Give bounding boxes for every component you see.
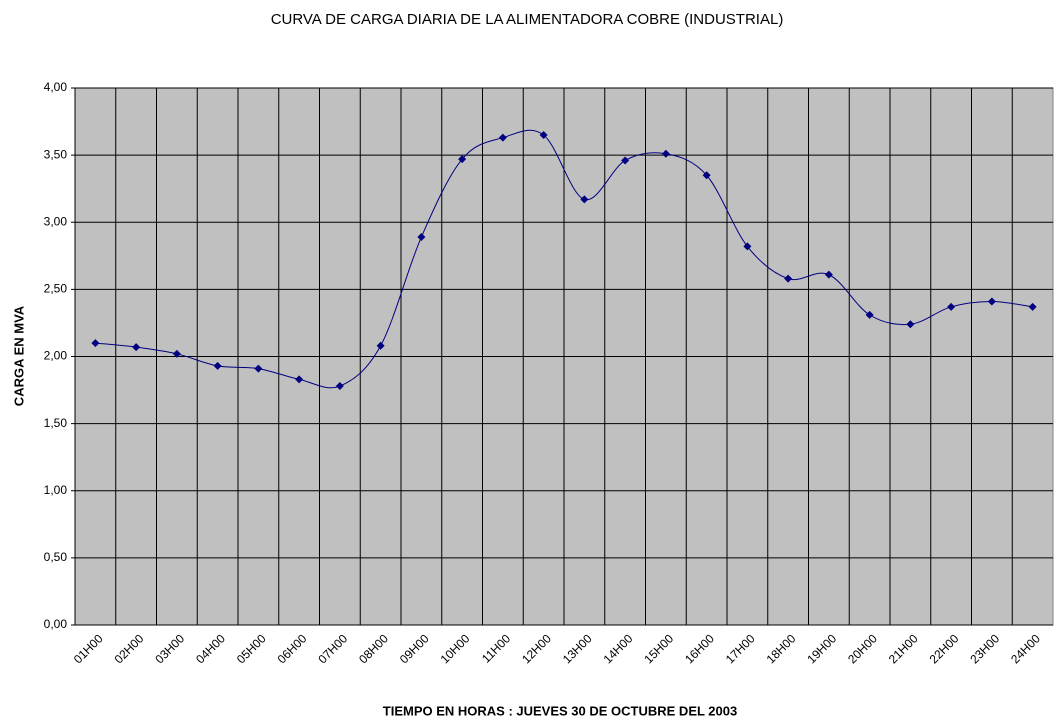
- x-tick-label: 09H00: [397, 631, 432, 666]
- y-tick-label: 2,00: [44, 349, 68, 363]
- point: [702, 171, 711, 180]
- y-tick-label: 4,00: [44, 80, 68, 94]
- y-tick-label: 3,50: [44, 147, 68, 161]
- y-tick-label: 0,00: [44, 617, 68, 631]
- x-tick-label: 05H00: [234, 631, 269, 666]
- x-tick-label: 10H00: [438, 631, 473, 666]
- y-tick-label: 0,50: [44, 550, 68, 564]
- y-tick-label: 2,50: [44, 282, 68, 296]
- point: [784, 274, 793, 283]
- x-tick-label: 22H00: [927, 631, 962, 666]
- point: [498, 133, 507, 142]
- point: [987, 297, 996, 306]
- x-tick-label: 11H00: [479, 631, 514, 666]
- point: [132, 343, 141, 352]
- point: [376, 341, 385, 350]
- x-tick-label: 20H00: [845, 631, 880, 666]
- x-tick-label: 12H00: [519, 631, 554, 666]
- point: [335, 382, 344, 391]
- point: [661, 149, 670, 158]
- point: [580, 195, 589, 204]
- point: [254, 364, 263, 373]
- x-tick-label: 02H00: [112, 631, 147, 666]
- x-tick-label: 15H00: [641, 631, 676, 666]
- x-tick-label: 13H00: [560, 631, 595, 666]
- x-tick-label: 03H00: [152, 631, 187, 666]
- x-tick-label: 01H00: [71, 631, 106, 666]
- x-tick-label: 08H00: [356, 631, 391, 666]
- point: [213, 361, 222, 370]
- point: [824, 270, 833, 279]
- point: [621, 156, 630, 165]
- x-tick-label: 06H00: [275, 631, 310, 666]
- x-tick-label: 21H00: [886, 631, 921, 666]
- point: [91, 339, 100, 348]
- point: [172, 349, 181, 358]
- point: [865, 310, 874, 319]
- point: [458, 155, 467, 164]
- x-tick-label: 19H00: [804, 631, 839, 666]
- x-tick-label: 17H00: [723, 631, 758, 666]
- point: [947, 302, 956, 311]
- y-axis-title: CARGA EN MVA: [11, 305, 26, 406]
- point: [906, 320, 915, 329]
- point: [539, 130, 548, 139]
- x-tick-label: 23H00: [967, 631, 1002, 666]
- point: [1028, 302, 1037, 311]
- x-tick-label: 14H00: [601, 631, 636, 666]
- x-tick-label: 07H00: [315, 631, 350, 666]
- x-tick-label: 18H00: [764, 631, 799, 666]
- point: [295, 375, 304, 384]
- y-tick-label: 1,00: [44, 483, 68, 497]
- y-tick-label: 1,50: [44, 416, 68, 430]
- x-tick-label: 04H00: [193, 631, 228, 666]
- chart-title: CURVA DE CARGA DIARIA DE LA ALIMENTADORA…: [271, 11, 784, 28]
- x-tick-label: 16H00: [682, 631, 717, 666]
- point: [743, 242, 752, 251]
- x-tick-label: 24H00: [1008, 631, 1043, 666]
- point: [417, 233, 426, 242]
- x-axis-title: TIEMPO EN HORAS : JUEVES 30 DE OCTUBRE D…: [383, 703, 737, 718]
- y-tick-label: 3,00: [44, 214, 68, 228]
